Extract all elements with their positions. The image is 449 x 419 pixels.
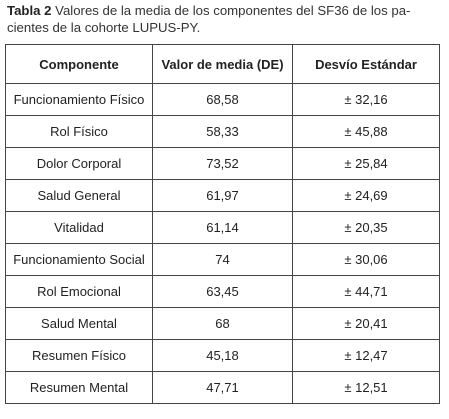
table-row: Salud General 61,97 ± 24,69 xyxy=(5,179,440,212)
row-desvio-cell: ± 12,51 xyxy=(292,371,440,404)
table-row: Rol Físico 58,33 ± 45,88 xyxy=(5,115,440,148)
table-container: Componente Valor de media (DE) Desvío Es… xyxy=(5,44,440,404)
row-media-cell: 45,18 xyxy=(152,339,293,372)
table-header-row: Componente Valor de media (DE) Desvío Es… xyxy=(5,44,440,84)
row-desvio-cell: ± 24,69 xyxy=(292,179,440,212)
row-media-cell: 58,33 xyxy=(152,115,293,148)
table-row: Salud Mental 68 ± 20,41 xyxy=(5,307,440,340)
row-componente-cell: Rol Físico xyxy=(5,115,153,148)
table-row: Funcionamiento Social 74 ± 30,06 xyxy=(5,243,440,276)
row-componente-cell: Resumen Físico xyxy=(5,339,153,372)
row-desvio-cell: ± 20,41 xyxy=(292,307,440,340)
table-row: Dolor Corporal 73,52 ± 25,84 xyxy=(5,147,440,180)
row-media-cell: 68,58 xyxy=(152,83,293,116)
row-media-cell: 61,97 xyxy=(152,179,293,212)
table-caption-text: Valores de la media de los componentes d… xyxy=(7,3,411,35)
row-media-cell: 47,71 xyxy=(152,371,293,404)
row-media-cell: 63,45 xyxy=(152,275,293,308)
row-media-cell: 74 xyxy=(152,243,293,276)
row-componente-cell: Resumen Mental xyxy=(5,371,153,404)
table-row: Rol Emocional 63,45 ± 44,71 xyxy=(5,275,440,308)
row-componente-cell: Salud Mental xyxy=(5,307,153,340)
row-desvio-cell: ± 30,06 xyxy=(292,243,440,276)
column-header-componente: Componente xyxy=(5,44,153,84)
row-componente-cell: Funcionamiento Social xyxy=(5,243,153,276)
row-desvio-cell: ± 32,16 xyxy=(292,83,440,116)
table-row: Resumen Físico 45,18 ± 12,47 xyxy=(5,339,440,372)
row-componente-cell: Rol Emocional xyxy=(5,275,153,308)
row-desvio-cell: ± 44,71 xyxy=(292,275,440,308)
table-row: Resumen Mental 47,71 ± 12,51 xyxy=(5,371,440,404)
row-componente-cell: Dolor Corporal xyxy=(5,147,153,180)
row-media-cell: 61,14 xyxy=(152,211,293,244)
row-componente-cell: Funcionamiento Físico xyxy=(5,83,153,116)
table-caption-label: Tabla 2 xyxy=(7,3,52,18)
row-desvio-cell: ± 20,35 xyxy=(292,211,440,244)
row-componente-cell: Vitalidad xyxy=(5,211,153,244)
column-header-valor-de-media: Valor de media (DE) xyxy=(152,44,293,84)
row-media-cell: 68 xyxy=(152,307,293,340)
row-desvio-cell: ± 12,47 xyxy=(292,339,440,372)
row-desvio-cell: ± 25,84 xyxy=(292,147,440,180)
table-caption: Tabla 2 Valores de la media de los compo… xyxy=(7,2,437,36)
table-row: Funcionamiento Físico 68,58 ± 32,16 xyxy=(5,83,440,116)
sf36-components-table: Componente Valor de media (DE) Desvío Es… xyxy=(5,44,440,404)
row-media-cell: 73,52 xyxy=(152,147,293,180)
column-header-desvio-estandar: Desvío Estándar xyxy=(292,44,440,84)
row-desvio-cell: ± 45,88 xyxy=(292,115,440,148)
table-row: Vitalidad 61,14 ± 20,35 xyxy=(5,211,440,244)
row-componente-cell: Salud General xyxy=(5,179,153,212)
